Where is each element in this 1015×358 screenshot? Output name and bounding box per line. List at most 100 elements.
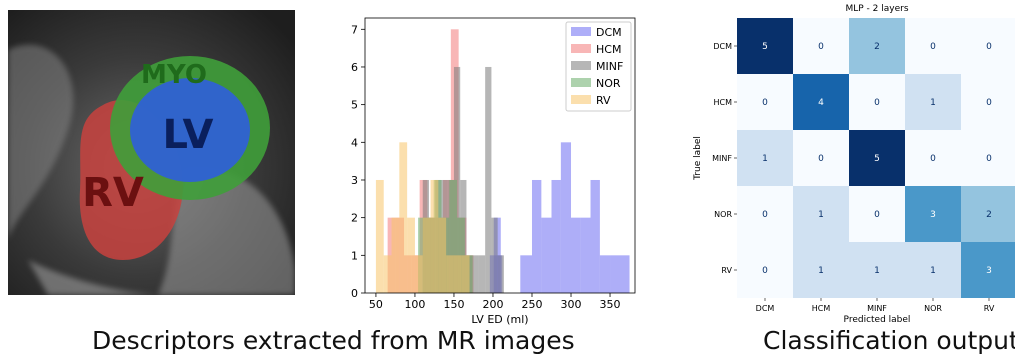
histogram-x-tick-label: 50 <box>369 298 383 311</box>
histogram-bar <box>472 255 479 293</box>
histogram-bar <box>491 217 498 293</box>
histogram-bar <box>560 142 572 293</box>
confusion-matrix-cell-value: 0 <box>986 154 992 164</box>
caption-classification: Classification output <box>763 326 1015 355</box>
histogram-x-tick-label: 200 <box>482 298 503 311</box>
histogram-bar <box>478 255 486 293</box>
histogram-bar <box>399 142 408 293</box>
confusion-matrix-y-tick-label: DCM <box>713 42 732 51</box>
confusion-matrix-cell-value: 1 <box>930 98 936 108</box>
confusion-matrix-cell <box>793 130 849 186</box>
confusion-matrix-ticks: DCM DCM HCM HCM MINF MINF NOR NOR RV RV <box>712 42 995 313</box>
confusion-matrix-cell <box>905 242 961 298</box>
confusion-matrix-cell <box>793 186 849 242</box>
histogram-legend-swatch <box>571 95 591 104</box>
confusion-matrix-cell-value: 1 <box>818 210 824 220</box>
confusion-matrix-x-tick-label: MINF <box>867 304 887 313</box>
confusion-matrix-cell <box>849 130 905 186</box>
confusion-matrix-cells: 5 0 2 0 00 4 0 1 01 0 5 0 00 1 0 3 20 1 1 1 3 <box>737 18 1015 298</box>
confusion-matrix-cell-value: 1 <box>930 266 936 276</box>
histogram-bar <box>391 217 400 293</box>
histogram-bar <box>375 179 384 293</box>
histogram-bar <box>580 217 591 293</box>
histogram-y-tick-label: 1 <box>351 249 358 262</box>
histogram-bar <box>497 255 504 293</box>
confusion-matrix-cell <box>793 74 849 130</box>
histogram-bars <box>375 29 630 294</box>
mr-image: MYO LV RV <box>8 10 295 295</box>
confusion-matrix-cell <box>849 186 905 242</box>
myo-label: MYO <box>141 60 207 90</box>
histogram-frame <box>364 17 636 294</box>
histogram-bar <box>485 66 492 294</box>
confusion-matrix-cell-value: 0 <box>762 98 768 108</box>
histogram-x-tick-label: 150 <box>443 298 464 311</box>
rv-label: RV <box>82 170 144 216</box>
histogram-bar <box>520 255 532 293</box>
confusion-matrix-cell-value: 0 <box>986 42 992 52</box>
confusion-matrix-cell-value: 0 <box>762 266 768 276</box>
confusion-matrix-cell-value: 5 <box>762 42 768 52</box>
confusion-matrix-cell <box>849 18 905 74</box>
histogram-bar <box>438 217 447 293</box>
confusion-matrix-cell-value: 2 <box>986 210 992 220</box>
confusion-matrix-cell <box>961 130 1015 186</box>
confusion-matrix-cell <box>905 130 961 186</box>
confusion-matrix-cell-value: 0 <box>818 154 824 164</box>
histogram-bar <box>571 217 581 293</box>
confusion-matrix-cell <box>849 74 905 130</box>
confusion-matrix-cell-value: 0 <box>986 98 992 108</box>
histogram-legend-label: RV <box>596 94 611 107</box>
histogram-y-tick-label: 3 <box>351 174 358 187</box>
histogram-bar <box>453 255 462 293</box>
confusion-matrix-cell-value: 3 <box>930 210 936 220</box>
histogram-bar <box>430 179 439 293</box>
confusion-matrix-cell-value: 0 <box>874 98 880 108</box>
mr-tissue <box>8 44 74 240</box>
confusion-matrix-cell <box>793 18 849 74</box>
confusion-matrix-cell <box>737 242 793 298</box>
histogram-bar <box>531 179 542 293</box>
mr-tissue <box>158 168 295 295</box>
confusion-matrix-cell <box>737 130 793 186</box>
histogram-legend-swatch <box>571 61 591 70</box>
histogram-x-tick-label: 300 <box>561 298 582 311</box>
histogram-legend-label: DCM <box>596 26 622 39</box>
caption-descriptors: Descriptors extracted from MR images <box>92 326 575 355</box>
histogram-bar <box>541 217 552 293</box>
histogram-legend-swatch <box>571 44 591 53</box>
confusion-matrix-title: MLP - 2 layers <box>845 4 908 14</box>
histogram-legend-swatch <box>571 78 591 87</box>
histogram-x-axis-label: LV ED (ml) <box>471 313 528 326</box>
confusion-matrix-cell-value: 5 <box>874 154 880 164</box>
confusion-matrix-cell <box>905 74 961 130</box>
histogram-legend-label: HCM <box>596 43 621 56</box>
confusion-matrix-cell-value: 0 <box>930 154 936 164</box>
histogram-bar <box>449 179 458 293</box>
histogram-y-tick-label: 2 <box>351 212 358 225</box>
confusion-matrix-y-tick-label: HCM <box>713 98 732 107</box>
confusion-matrix-cell <box>793 242 849 298</box>
confusion-matrix-cell <box>905 186 961 242</box>
histogram-y-tick-label: 0 <box>351 287 358 300</box>
histogram-bar <box>383 255 392 293</box>
lv-label: LV <box>163 112 214 158</box>
confusion-matrix-cell <box>905 18 961 74</box>
confusion-matrix-y-axis-label: True label <box>693 136 703 181</box>
confusion-matrix-cell-value: 1 <box>818 266 824 276</box>
confusion-matrix-cell-value: 1 <box>874 266 880 276</box>
confusion-matrix-cell <box>737 18 793 74</box>
histogram-bar <box>407 217 415 293</box>
confusion-matrix-cell <box>961 186 1015 242</box>
confusion-matrix-cell-value: 4 <box>818 98 824 108</box>
mr-image-panel: MYO LV RV <box>8 10 295 295</box>
confusion-matrix-cell-value: 3 <box>986 266 992 276</box>
histogram-x-tick-label: 100 <box>404 298 425 311</box>
histogram-bar <box>599 255 611 293</box>
confusion-matrix-cell <box>961 18 1015 74</box>
histogram-y-tick-label: 7 <box>351 23 358 36</box>
confusion-matrix-cell <box>849 242 905 298</box>
histogram-bar <box>461 255 470 293</box>
